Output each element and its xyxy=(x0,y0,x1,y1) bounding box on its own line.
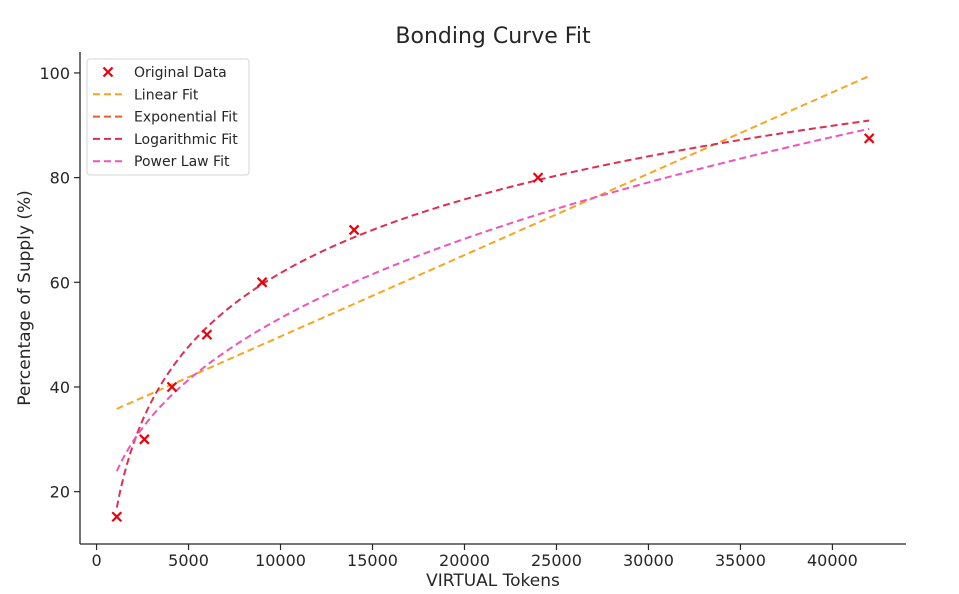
x-tick-label: 35000 xyxy=(715,551,766,570)
data-point xyxy=(201,329,213,340)
plot-area xyxy=(111,75,875,523)
legend-box xyxy=(86,58,250,176)
data-point xyxy=(139,434,150,445)
y-tick-label: 60 xyxy=(50,273,70,292)
data-point xyxy=(348,224,360,236)
x-tick-label: 40000 xyxy=(807,551,858,570)
x-tick-label: 20000 xyxy=(439,551,490,570)
x-tick-label: 0 xyxy=(91,551,101,570)
data-point xyxy=(256,277,268,288)
x-tick-label: 5000 xyxy=(168,551,209,570)
x-tick-label: 15000 xyxy=(347,551,398,570)
x-axis-ticks: 0 5000 10000 15000 20000 25000 30000 35000 40000 xyxy=(91,544,858,570)
data-point xyxy=(111,511,123,523)
y-tick-label: 100 xyxy=(39,64,70,83)
legend-label: Linear Fit xyxy=(134,87,199,103)
y-axis-label: Percentage of Supply (%) xyxy=(15,190,35,406)
data-point xyxy=(863,133,875,144)
fit-line-linear-fit xyxy=(116,75,870,410)
y-axis-ticks: 20 40 60 80 100 xyxy=(39,64,80,502)
y-tick-label: 80 xyxy=(50,169,70,188)
fit-line-logarithmic-fit xyxy=(115,119,870,508)
legend-label: Power Law Fit xyxy=(134,154,230,170)
legend: Original Data Linear Fit Exponential Fit Lo… xyxy=(86,58,250,176)
data-point xyxy=(532,172,544,183)
legend-label: Original Data xyxy=(134,65,227,81)
chart-title: Bonding Curve Fit xyxy=(395,24,591,49)
legend-label: Logarithmic Fit xyxy=(134,132,238,148)
x-tick-label: 25000 xyxy=(531,551,582,570)
legend-items: Original Data Linear Fit Exponential Fit Lo… xyxy=(93,65,238,170)
x-tick-label: 10000 xyxy=(255,551,306,570)
y-tick-label: 40 xyxy=(50,378,70,397)
fit-line-power-law-fit xyxy=(115,127,870,472)
x-tick-label: 30000 xyxy=(623,551,674,570)
data-point xyxy=(166,381,178,393)
y-tick-label: 20 xyxy=(50,483,70,502)
fit-lines xyxy=(115,75,870,508)
legend-label: Exponential Fit xyxy=(134,110,238,126)
legend-marker-original-data xyxy=(102,66,114,78)
data-points xyxy=(111,133,875,523)
x-axis-label: VIRTUAL Tokens xyxy=(426,571,560,591)
